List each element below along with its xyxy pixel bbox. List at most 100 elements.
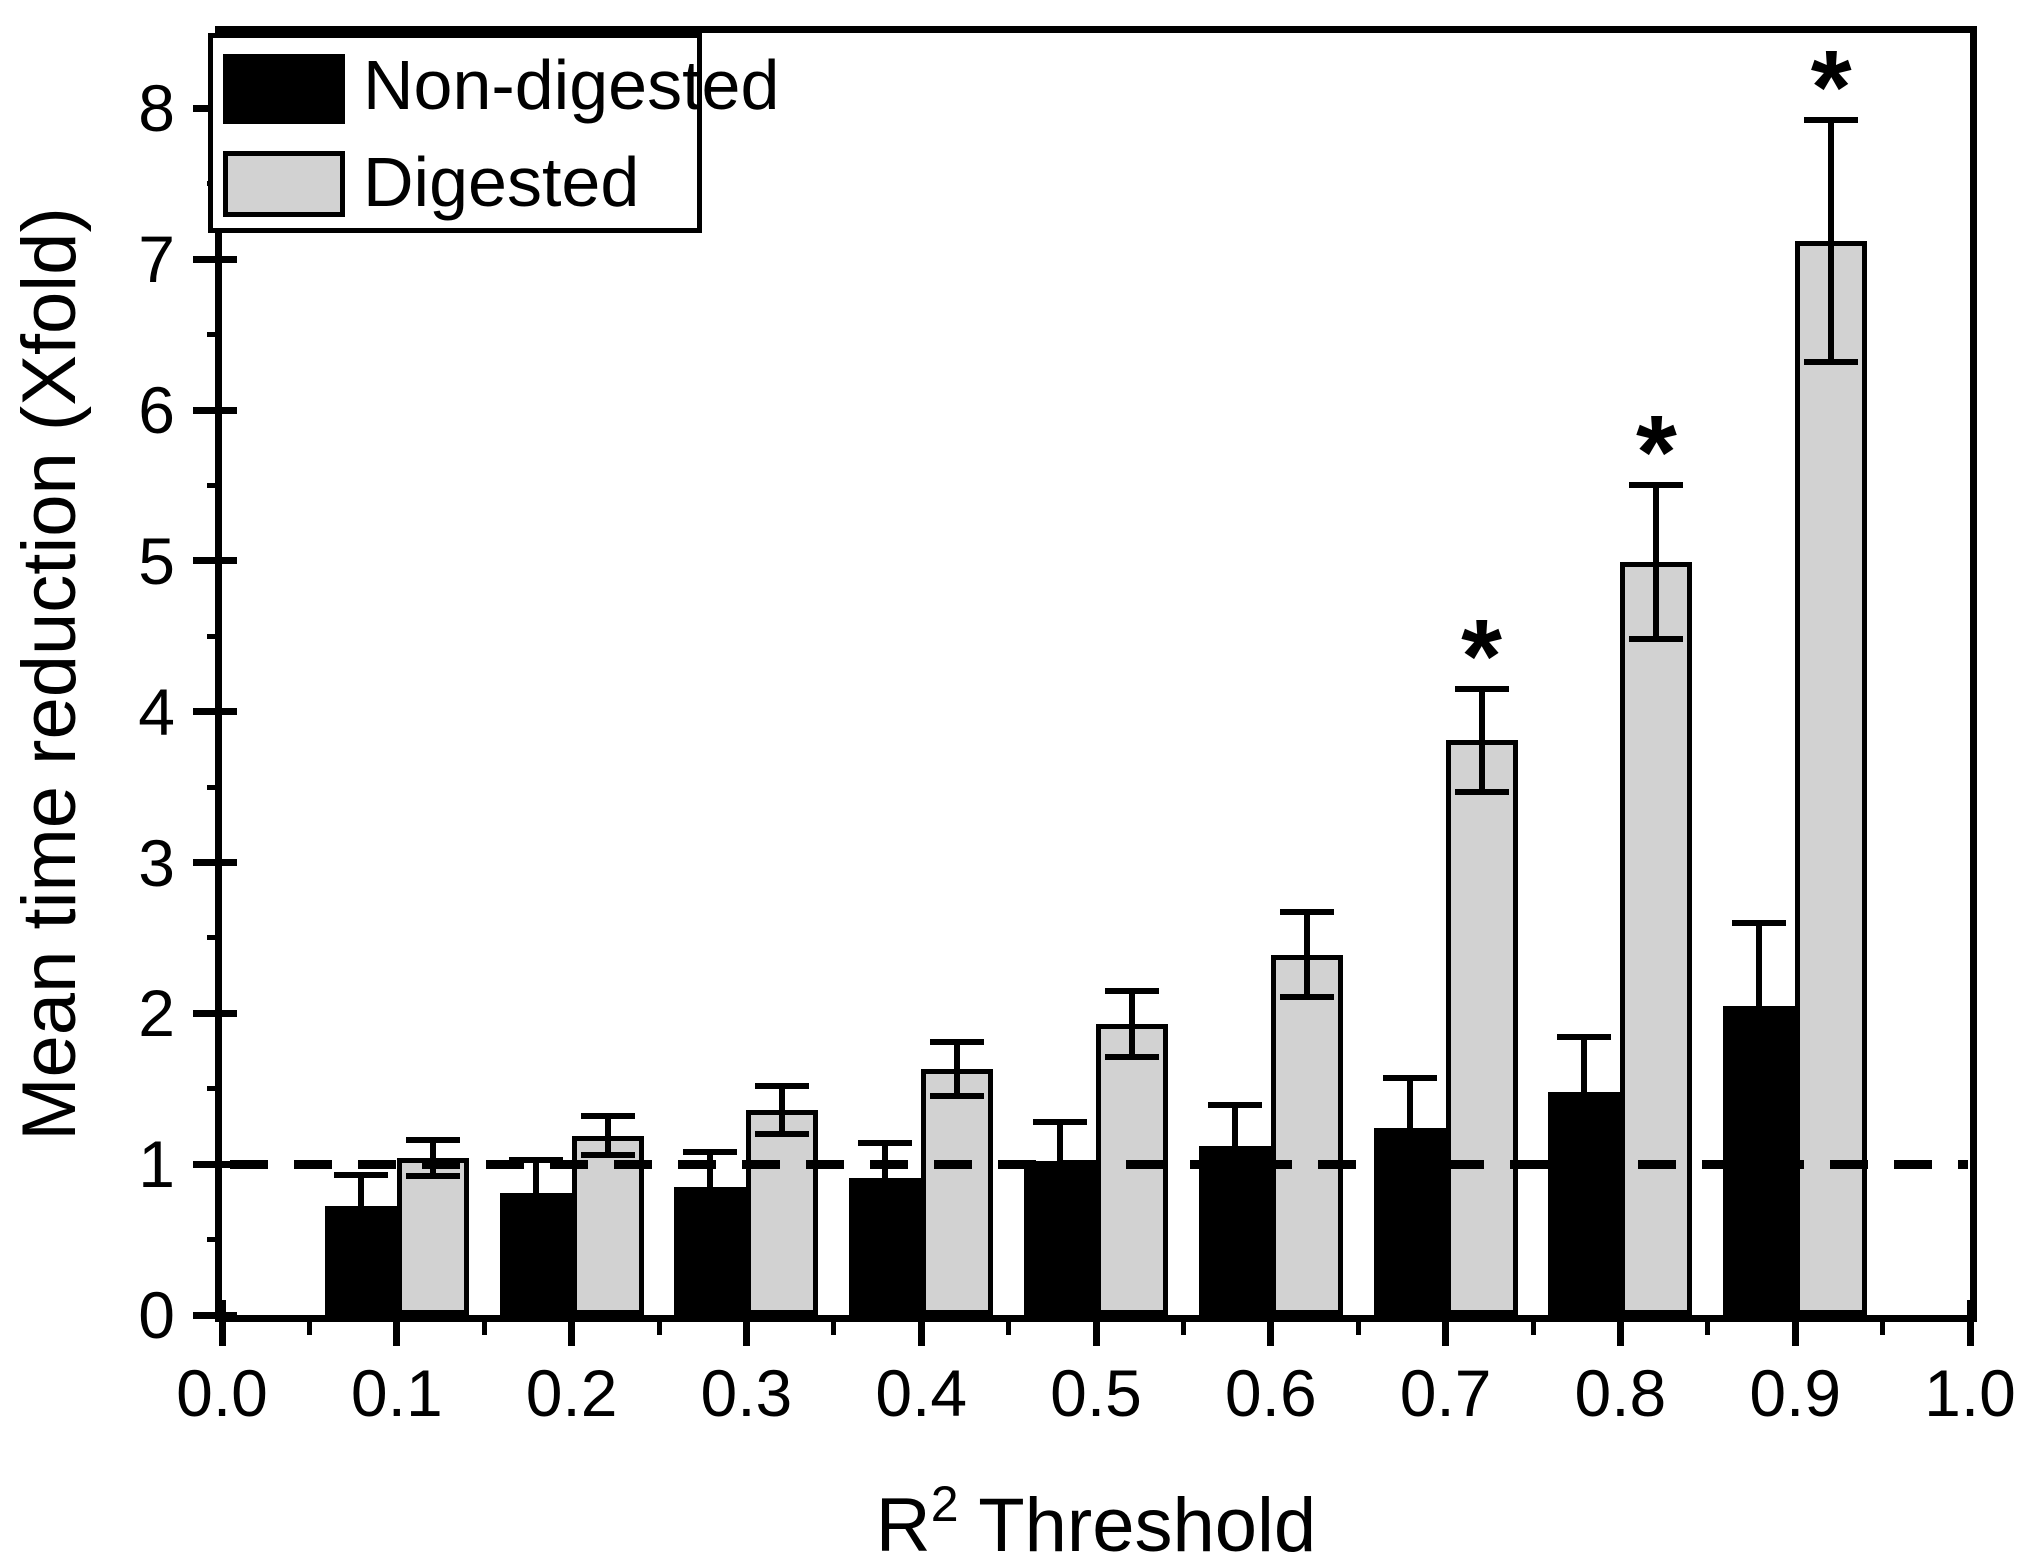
x-axis-tick-label: 0.5	[1050, 1356, 1142, 1430]
x-axis-minor-tick	[656, 1315, 662, 1335]
plot-area-inner: 0 1 2 3 4 5 6 7 8 0.0 0.1 0.2 0.3 0.4 0.5 0.6 0.7 0.8 0.9 1…	[138, 33, 2016, 1426]
x-axis-tick-label: 0.7	[1399, 1356, 1492, 1430]
error-bar-line	[532, 1159, 539, 1226]
legend-label-non-digested: Non-digested	[363, 46, 780, 124]
x-axis-tick-label: 0.9	[1749, 1356, 1842, 1430]
error-bar-line	[1303, 912, 1310, 997]
error-bar-line	[1756, 922, 1763, 1089]
legend-swatch-non-digested	[223, 54, 345, 124]
error-bar-cap	[405, 1173, 460, 1180]
error-bar-cap	[1033, 1118, 1087, 1125]
error-bar-line	[1828, 120, 1835, 362]
error-bar-cap	[1804, 117, 1859, 124]
x-axis-minor-tick	[1530, 1315, 1536, 1335]
error-bar-line	[1406, 1078, 1413, 1178]
bar-digested	[1096, 1023, 1168, 1315]
error-bar-cap	[333, 1235, 388, 1242]
y-axis-major-tick	[193, 1009, 237, 1017]
error-bar-cap	[683, 1218, 738, 1225]
x-axis-minor-tick	[1880, 1315, 1886, 1335]
y-axis-tick-label: 5	[138, 523, 175, 598]
legend-swatch-digested	[223, 151, 345, 217]
y-axis-major-tick	[193, 708, 237, 716]
error-bar-cap	[930, 1093, 985, 1100]
error-bar-cap	[1732, 1085, 1787, 1092]
bar-digested	[1620, 562, 1693, 1315]
significance-asterisk: *	[1461, 598, 1503, 716]
y-axis-minor-tick	[207, 633, 222, 639]
plot-area: 0 1 2 3 4 5 6 7 8 0.0 0.1 0.2 0.3 0.4 0.5 0.6 0.7 0.8 0.9 1…	[138, 26, 2016, 1426]
error-bar-cap	[1207, 1183, 1262, 1190]
x-axis-tick-label: 0.2	[525, 1356, 618, 1430]
x-axis-major-tick	[1267, 1300, 1275, 1346]
y-axis-tick-label: 7	[138, 222, 175, 297]
error-bar-cap	[858, 1140, 913, 1147]
error-bar-line	[1653, 485, 1660, 640]
x-axis-tick-label: 0.6	[1224, 1356, 1317, 1430]
y-axis-title: Mean time reduction (Xfold)	[7, 207, 92, 1141]
x-axis-minor-tick	[1180, 1315, 1186, 1335]
x-axis-minor-tick	[1355, 1315, 1361, 1335]
y-axis-major-tick	[193, 255, 237, 263]
bar-non-digested	[674, 1186, 747, 1315]
reference-line-dashed	[230, 1159, 1968, 1169]
x-axis-minor-tick	[306, 1315, 312, 1335]
bar-digested	[1795, 241, 1868, 1315]
significance-asterisk: *	[1635, 394, 1677, 512]
y-axis-tick-label: 0	[138, 1278, 175, 1352]
error-bar-cap	[858, 1209, 913, 1216]
x-axis-major-tick	[742, 1300, 750, 1346]
x-axis-major-tick	[917, 1300, 925, 1346]
x-axis-major-tick	[1791, 1300, 1799, 1346]
error-bar-cap	[1033, 1197, 1087, 1204]
error-bar-line	[954, 1042, 961, 1097]
error-bar-cap	[333, 1171, 388, 1178]
x-axis-title-superscript: 2	[930, 1476, 959, 1532]
y-axis-minor-tick	[207, 784, 222, 790]
bar-digested	[1445, 740, 1518, 1315]
x-axis-tick-label: 0.0	[176, 1356, 268, 1430]
error-bar-cap	[683, 1149, 738, 1156]
y-axis-tick-label: 1	[138, 1127, 175, 1202]
y-axis-minor-tick	[207, 482, 222, 488]
x-axis-tick-label: 0.4	[875, 1356, 968, 1430]
x-axis-minor-tick	[1006, 1315, 1012, 1335]
y-axis-tick-label: 2	[138, 976, 175, 1051]
error-bar-cap	[755, 1082, 810, 1089]
error-bar-cap	[1454, 788, 1509, 795]
y-axis-tick-label: 3	[138, 825, 175, 900]
y-axis-major-tick	[193, 557, 237, 565]
y-axis-tick-label: 6	[138, 373, 175, 448]
error-bar-cap	[930, 1039, 985, 1045]
error-bar-cap	[1279, 909, 1334, 916]
y-axis-tick-label: 4	[138, 674, 175, 749]
bar-digested	[921, 1069, 994, 1315]
x-axis-minor-tick	[481, 1315, 487, 1335]
y-axis-major-tick	[193, 1311, 237, 1319]
x-axis-major-tick	[1966, 1300, 1974, 1346]
error-bar-cap	[1279, 993, 1334, 1000]
x-axis-minor-tick	[1705, 1315, 1711, 1335]
error-bar-cap	[1105, 987, 1159, 994]
error-bar-line	[1057, 1121, 1063, 1201]
error-bar-cap	[1557, 1143, 1612, 1150]
error-bar-line	[779, 1085, 786, 1134]
y-axis-tick-label: 8	[138, 71, 175, 146]
error-bar-cap	[1382, 1075, 1437, 1082]
bar-digested	[396, 1158, 469, 1315]
y-axis-minor-tick	[207, 1237, 222, 1243]
x-axis-title-rest: Threshold	[958, 1483, 1317, 1564]
error-bar-cap	[508, 1156, 563, 1163]
x-axis-major-tick	[218, 1300, 226, 1346]
error-bar-cap	[1105, 1054, 1159, 1061]
error-bar-cap	[1557, 1034, 1612, 1041]
x-axis-title: R2 Threshold	[222, 1462, 1970, 1564]
error-bar-cap	[580, 1152, 635, 1159]
x-axis-title-base: R	[875, 1483, 931, 1564]
x-axis-minor-tick	[831, 1315, 837, 1335]
x-axis-tick-label: 0.3	[700, 1356, 793, 1430]
x-axis-tick-label: 0.8	[1574, 1356, 1667, 1430]
legend-label-digested: Digested	[363, 143, 640, 221]
error-bar-line	[1478, 689, 1485, 792]
